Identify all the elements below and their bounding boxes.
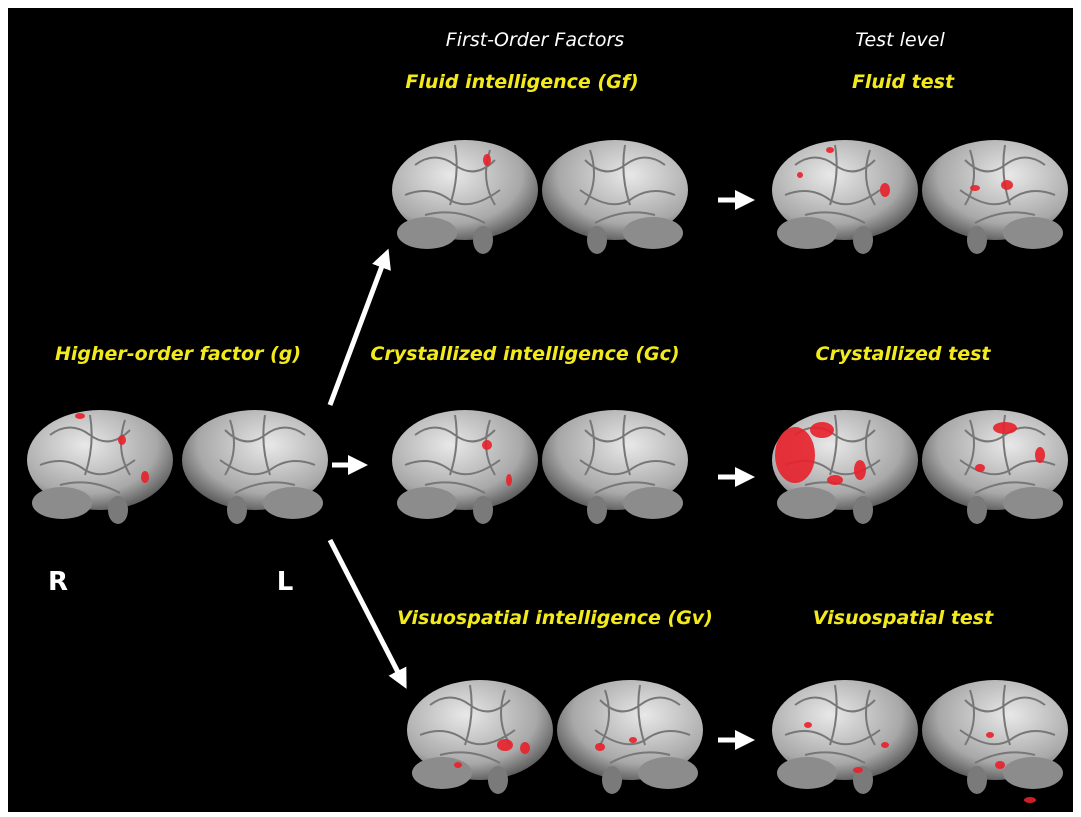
- figure: First-Order Factors Test level Higher-or…: [0, 0, 1081, 817]
- activation: [141, 471, 149, 483]
- activation: [483, 154, 491, 166]
- activation: [75, 413, 85, 419]
- activation: [118, 435, 126, 445]
- activation: [1024, 797, 1036, 803]
- activation: [826, 147, 834, 153]
- activation: [520, 742, 530, 754]
- activation: [995, 761, 1005, 769]
- background: [8, 8, 1073, 812]
- activation: [454, 762, 462, 768]
- activation: [1035, 447, 1045, 463]
- activation: [810, 422, 834, 438]
- factor-label: Visuospatial intelligence (Gv): [397, 607, 713, 629]
- activation: [853, 767, 863, 773]
- factor-label: Higher-order factor (g): [55, 343, 301, 365]
- factor-label: Crystallized intelligence (Gc): [370, 343, 679, 365]
- hemisphere-label: L: [277, 567, 294, 597]
- activation: [986, 732, 994, 738]
- activation: [880, 183, 890, 197]
- activation: [629, 737, 637, 743]
- column-header: First-Order Factors: [446, 29, 624, 51]
- activation: [775, 427, 815, 483]
- column-header: Test level: [855, 29, 945, 51]
- activation: [506, 474, 512, 486]
- test-label: Crystallized test: [816, 343, 992, 365]
- test-label: Fluid test: [852, 71, 955, 93]
- activation: [854, 460, 866, 480]
- hemisphere-label: R: [48, 567, 68, 597]
- activation: [975, 464, 985, 472]
- activation: [993, 422, 1017, 434]
- activation: [1001, 180, 1013, 190]
- activation: [482, 440, 492, 450]
- activation: [595, 743, 605, 751]
- activation: [804, 722, 812, 728]
- activation: [881, 742, 889, 748]
- activation: [827, 475, 843, 485]
- activation: [497, 739, 513, 751]
- activation: [970, 185, 980, 191]
- test-label: Visuospatial test: [813, 607, 994, 629]
- factor-label: Fluid intelligence (Gf): [405, 71, 638, 93]
- activation: [797, 172, 803, 178]
